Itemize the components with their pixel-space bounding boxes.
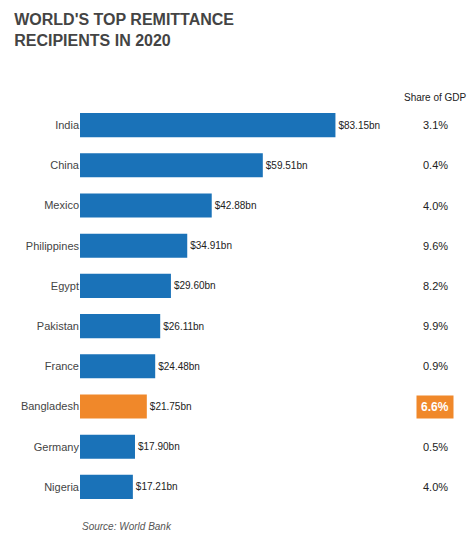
svg-text:China: China <box>50 159 80 171</box>
svg-text:Egypt: Egypt <box>51 280 79 292</box>
svg-text:8.2%: 8.2% <box>423 280 448 292</box>
svg-text:$83.15bn: $83.15bn <box>338 120 380 131</box>
svg-text:0.9%: 0.9% <box>423 360 448 372</box>
svg-text:6.6%: 6.6% <box>421 400 449 414</box>
svg-text:0.4%: 0.4% <box>423 159 448 171</box>
svg-text:$29.60bn: $29.60bn <box>174 280 216 291</box>
svg-text:$24.48bn: $24.48bn <box>158 361 200 372</box>
svg-text:Germany: Germany <box>34 441 80 453</box>
svg-text:Bangladesh: Bangladesh <box>21 400 79 412</box>
svg-text:Pakistan: Pakistan <box>37 320 79 332</box>
svg-text:$59.51bn: $59.51bn <box>266 160 308 171</box>
svg-text:Source: World Bank: Source: World Bank <box>82 521 172 532</box>
svg-text:WORLD'S TOP REMITTANCERECIPIEN: WORLD'S TOP REMITTANCERECIPIENTS IN 2020 <box>14 11 234 49</box>
svg-text:0.5%: 0.5% <box>423 441 448 453</box>
svg-text:4.0%: 4.0% <box>423 481 448 493</box>
svg-text:$42.88bn: $42.88bn <box>215 200 257 211</box>
svg-text:Mexico: Mexico <box>44 199 79 211</box>
svg-text:Nigeria: Nigeria <box>44 481 80 493</box>
svg-text:$26.11bn: $26.11bn <box>163 321 204 332</box>
svg-text:$17.21bn: $17.21bn <box>136 481 178 492</box>
svg-text:9.9%: 9.9% <box>423 320 448 332</box>
svg-text:India: India <box>55 119 80 131</box>
svg-text:4.0%: 4.0% <box>423 200 448 212</box>
svg-text:$21.75bn: $21.75bn <box>150 401 192 412</box>
svg-text:$17.90bn: $17.90bn <box>138 441 180 452</box>
svg-text:France: France <box>45 360 79 372</box>
svg-text:Philippines: Philippines <box>26 240 80 252</box>
svg-text:$34.91bn: $34.91bn <box>190 240 232 251</box>
svg-text:3.1%: 3.1% <box>423 119 448 131</box>
svg-text:9.6%: 9.6% <box>423 240 448 252</box>
svg-text:Share of GDP: Share of GDP <box>404 92 467 103</box>
